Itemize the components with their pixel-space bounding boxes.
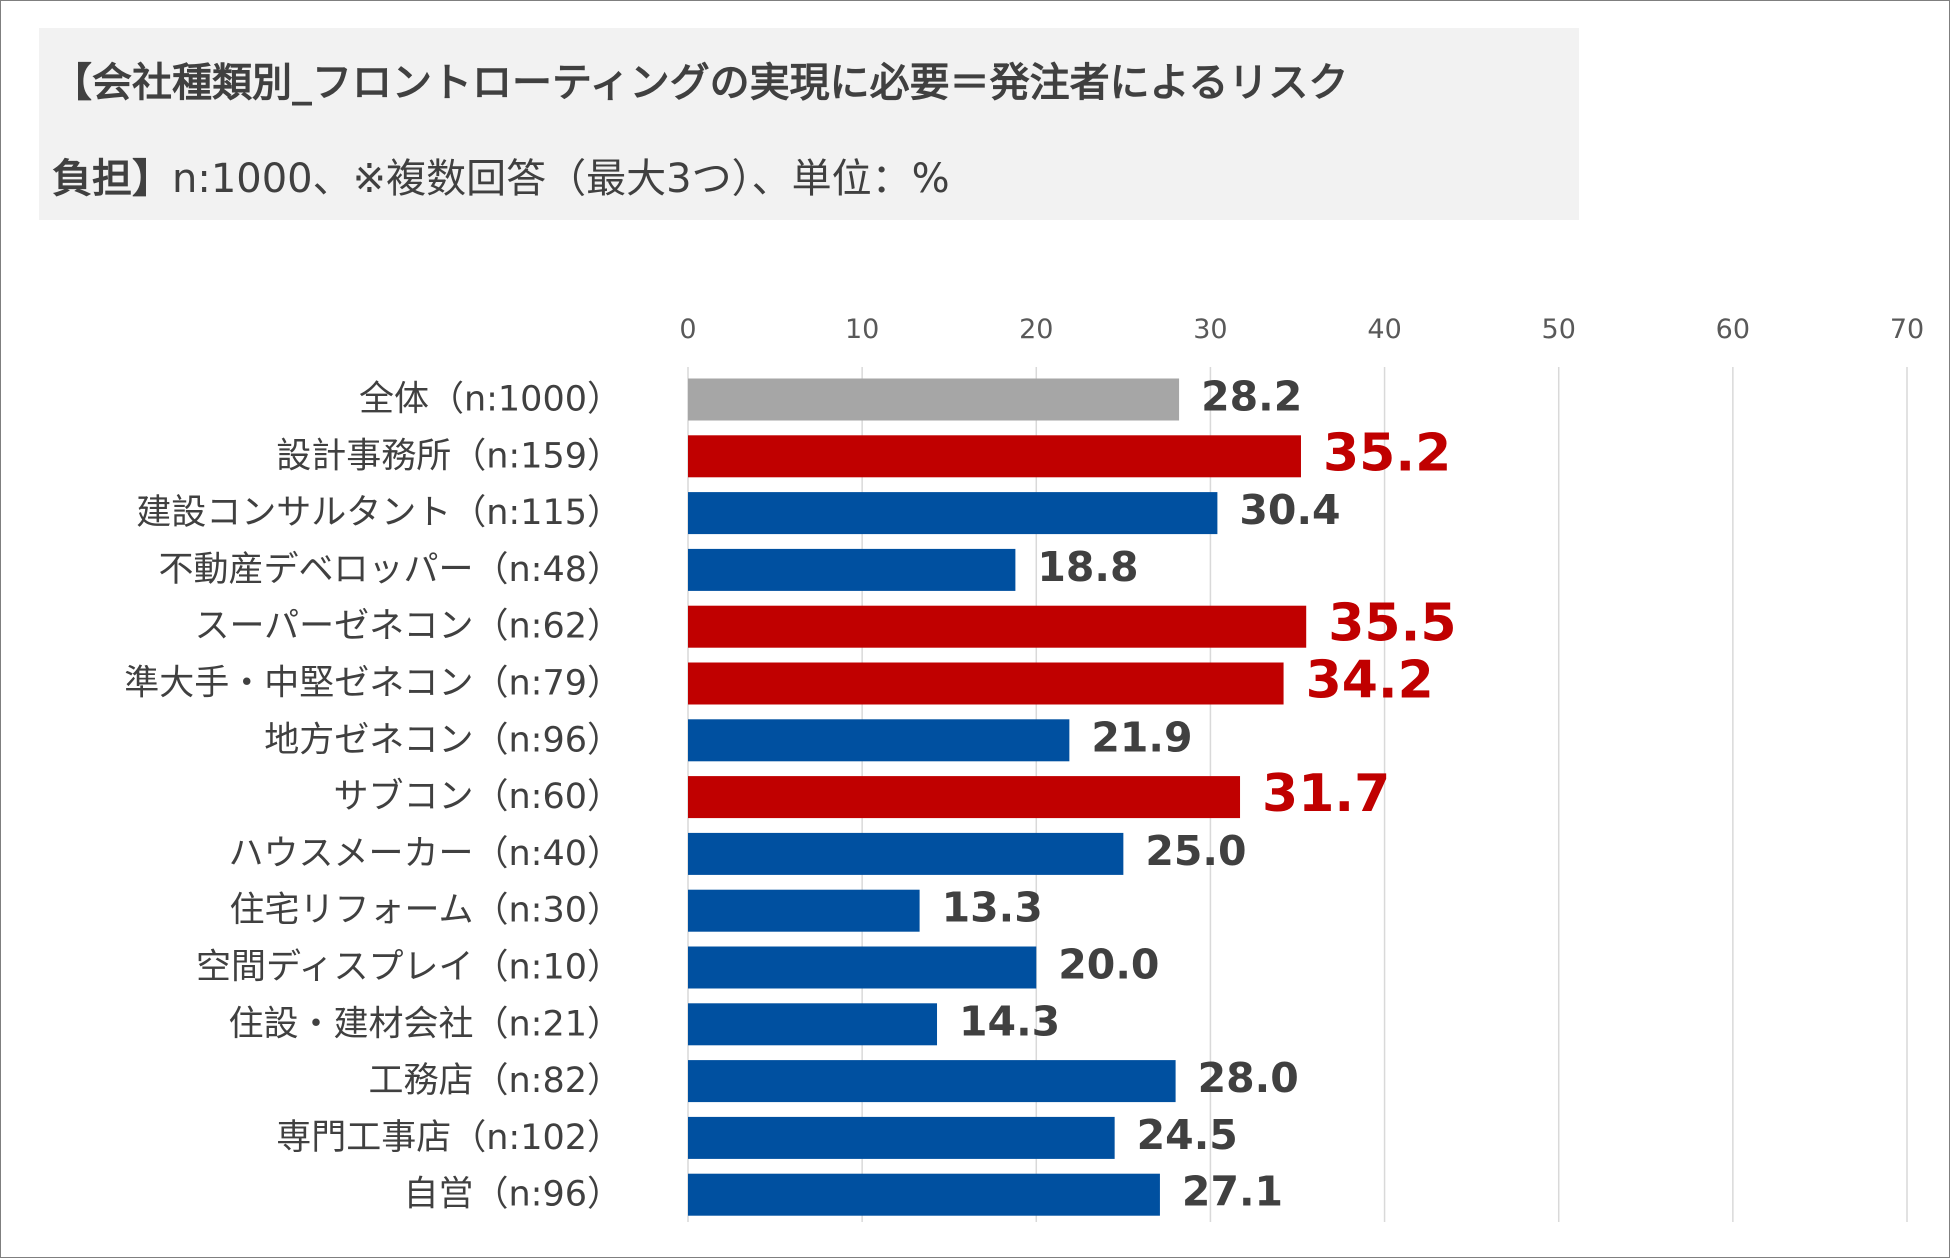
chart-subtitle: n:1000、※複数回答（最大3つ）、単位：% [172, 156, 950, 202]
category-label: サブコン（n:60） [333, 777, 622, 817]
chart-title-line-2: 負担】n:1000、※複数回答（最大3つ）、単位：% [52, 146, 950, 204]
value-label: 18.8 [1037, 543, 1138, 591]
value-label: 35.2 [1323, 423, 1451, 483]
value-label: 25.0 [1145, 827, 1246, 875]
bar [688, 946, 1037, 989]
bar [688, 1116, 1115, 1159]
x-tick-label: 30 [1193, 314, 1227, 345]
category-label: 地方ゼネコン（n:96） [264, 720, 622, 760]
bar [688, 889, 920, 932]
x-tick-label: 50 [1542, 314, 1576, 345]
bar [688, 378, 1180, 421]
category-label: 空間ディスプレイ（n:10） [196, 948, 622, 988]
value-label: 24.5 [1137, 1111, 1238, 1159]
category-label: 住宅リフォーム（n:30） [230, 891, 622, 931]
x-tick-label: 20 [1019, 314, 1053, 345]
value-label: 28.2 [1201, 373, 1302, 421]
bar [688, 662, 1284, 705]
bar [688, 832, 1124, 875]
bar [688, 719, 1070, 762]
bar [688, 548, 1016, 591]
bar [688, 605, 1307, 648]
bar [688, 435, 1301, 478]
category-label: 準大手・中堅ゼネコン（n:79） [124, 664, 622, 704]
bar [688, 1173, 1160, 1216]
value-label: 21.9 [1091, 713, 1192, 761]
value-label: 27.1 [1182, 1168, 1283, 1216]
chart-title-box: 【会社種類別_フロントローティングの実現に必要＝発注者によるリスク 負担】n:1… [39, 28, 1579, 220]
bar [688, 492, 1218, 535]
category-label: ハウスメーカー（n:40） [228, 834, 622, 874]
category-label: 工務店（n:82） [368, 1061, 622, 1101]
x-tick-label: 60 [1716, 314, 1750, 345]
bar [688, 1060, 1176, 1103]
value-label: 34.2 [1306, 651, 1434, 711]
category-label: 住設・建材会社（n:21） [228, 1004, 622, 1044]
bar [688, 776, 1241, 819]
chart-title-line-1: 【会社種類別_フロントローティングの実現に必要＝発注者によるリスク [52, 60, 1349, 106]
value-label: 35.5 [1328, 594, 1456, 654]
value-label: 28.0 [1198, 1054, 1299, 1102]
value-label: 20.0 [1058, 941, 1159, 989]
value-label: 14.3 [959, 997, 1060, 1045]
category-label: 建設コンサルタント（n:115） [136, 493, 622, 533]
category-label: 不動産デベロッパー（n:48） [158, 550, 622, 590]
category-label: スーパーゼネコン（n:62） [195, 607, 622, 647]
x-tick-label: 10 [845, 314, 879, 345]
value-label: 30.4 [1239, 486, 1340, 534]
x-tick-label: 70 [1890, 314, 1924, 345]
value-label: 31.7 [1262, 764, 1390, 824]
value-label: 13.3 [942, 884, 1043, 932]
x-tick-label: 0 [679, 314, 696, 345]
category-label: 自営（n:96） [403, 1175, 622, 1215]
x-tick-label: 40 [1367, 314, 1401, 345]
chart-title-bold-part: 負担】 [52, 156, 172, 202]
category-label: 全体（n:1000） [359, 380, 622, 420]
bar [688, 1003, 938, 1046]
category-label: 専門工事店（n:102） [276, 1118, 622, 1158]
category-label: 設計事務所（n:159） [276, 436, 622, 476]
